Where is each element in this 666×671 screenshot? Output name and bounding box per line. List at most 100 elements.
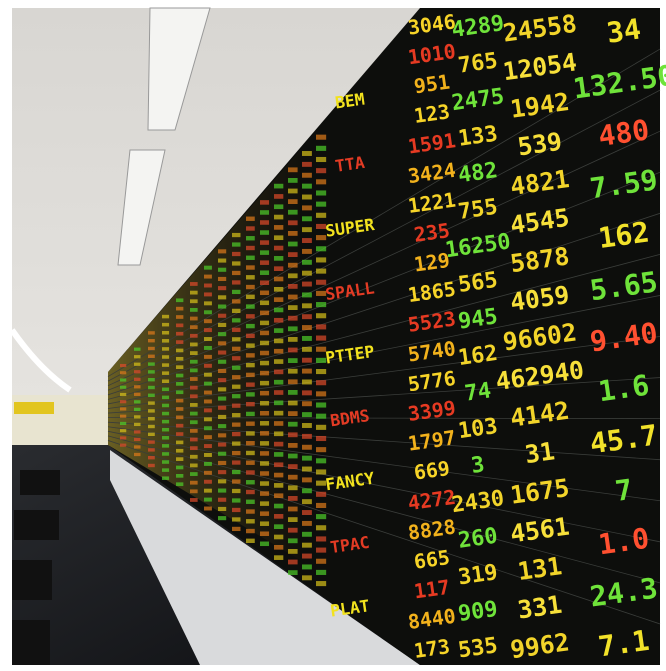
distant-digit (162, 468, 169, 472)
distant-digit (260, 210, 269, 215)
distant-digit (260, 521, 269, 526)
distant-digit (246, 382, 255, 386)
distant-digit (260, 341, 269, 346)
distant-digit (134, 385, 141, 388)
distant-digit (274, 442, 283, 447)
distant-digit (288, 252, 298, 257)
distant-digit (302, 369, 312, 374)
distant-digit (246, 431, 255, 435)
distant-digit (204, 391, 212, 395)
distant-digit (148, 433, 155, 436)
distant-digit (134, 408, 141, 411)
distant-digit (316, 492, 326, 497)
distant-digit (302, 271, 312, 276)
distant-digit (274, 297, 283, 302)
distant-digit (232, 423, 240, 427)
distant-digit (316, 280, 326, 285)
distant-digit (274, 266, 283, 271)
distant-digit (288, 231, 298, 236)
distant-digit (190, 317, 198, 321)
distant-digit (246, 217, 255, 221)
distant-digit (218, 424, 226, 428)
distant-digit (204, 453, 212, 457)
distant-digit (274, 256, 283, 261)
distant-digit (302, 195, 312, 200)
distant-digit (218, 507, 226, 511)
distant-digit (232, 318, 240, 322)
distant-digit (134, 453, 141, 456)
distant-digit (176, 374, 183, 378)
distant-digit (120, 378, 126, 381)
board-entry: 74 (463, 378, 493, 406)
distant-digit (148, 394, 155, 397)
distant-digit (148, 339, 155, 342)
distant-digit (260, 371, 269, 376)
distant-digit (190, 377, 198, 381)
distant-digit (190, 360, 198, 364)
distant-digit (134, 400, 141, 403)
distant-digit (190, 386, 198, 390)
distant-digit (246, 314, 255, 318)
distant-digit (218, 295, 226, 299)
distant-digit (260, 331, 269, 336)
distant-digit (204, 301, 212, 305)
distant-digit (260, 291, 269, 296)
distant-digit (204, 507, 212, 511)
distant-digit (288, 570, 298, 575)
distant-digit (274, 493, 283, 498)
distant-digit (162, 355, 169, 359)
distant-digit (302, 488, 312, 493)
distant-digit (134, 438, 141, 441)
distant-digit (288, 560, 298, 565)
distant-digit (190, 394, 198, 398)
distant-digit (190, 464, 198, 468)
distant-digit (288, 443, 298, 448)
distant-digit (190, 498, 198, 502)
distant-digit (288, 432, 298, 437)
distant-digit (260, 451, 269, 456)
distant-digit (190, 299, 198, 303)
distant-digit (176, 340, 183, 344)
distant-digit (288, 348, 298, 353)
distant-digit (246, 363, 255, 367)
distant-digit (302, 477, 312, 482)
distant-digit (274, 473, 283, 478)
distant-digit (218, 323, 226, 327)
distant-digit (260, 311, 269, 316)
distant-digit (204, 328, 212, 332)
distant-digit (232, 347, 240, 351)
distant-digit (246, 529, 255, 533)
distant-digit (316, 336, 326, 341)
distant-digit (302, 564, 312, 569)
distant-digit (288, 369, 298, 374)
distant-digit (260, 401, 269, 406)
board-entry: 162 (596, 215, 651, 255)
distant-digit (162, 412, 169, 416)
distant-digit (148, 362, 155, 365)
distant-digit (288, 454, 298, 459)
distant-digit (316, 570, 326, 575)
distant-digit (260, 441, 269, 446)
distant-digit (162, 331, 169, 335)
distant-digit (162, 420, 169, 424)
distant-digit (162, 396, 169, 400)
distant-digit (260, 491, 269, 496)
distant-digit (148, 347, 155, 350)
distant-digit (316, 179, 326, 184)
distant-digit (288, 411, 298, 416)
board-entry: 331 (516, 590, 564, 625)
distant-digit (260, 481, 269, 486)
distant-digit (218, 249, 226, 253)
distant-digit (246, 226, 255, 230)
distant-digit (190, 368, 198, 372)
distant-digit (274, 401, 283, 406)
distant-digit (162, 339, 169, 343)
distant-digit (218, 479, 226, 483)
distant-digit (218, 378, 226, 382)
distant-digit (204, 364, 212, 368)
distant-digit (218, 433, 226, 437)
distant-digit (316, 514, 326, 519)
distant-digit (274, 380, 283, 385)
distant-digit (176, 482, 183, 486)
distant-digit (190, 343, 198, 347)
